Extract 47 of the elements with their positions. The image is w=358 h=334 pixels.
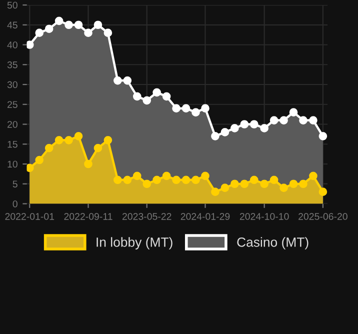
point	[172, 104, 180, 113]
y-tick-label: 5	[12, 180, 18, 188]
point	[94, 20, 102, 30]
point	[123, 76, 132, 85]
point	[64, 20, 73, 30]
point	[299, 116, 308, 124]
point	[104, 28, 112, 37]
y-tick-label: 15	[8, 140, 18, 148]
point	[182, 104, 190, 113]
point	[35, 28, 44, 37]
point	[74, 20, 83, 30]
x-tick-label: 2025-06-20	[298, 213, 348, 220]
point	[26, 40, 34, 49]
point	[201, 104, 210, 113]
point	[114, 76, 122, 85]
point	[54, 16, 64, 26]
legend-label: Casino (MT)	[237, 237, 308, 250]
y-tick-label: 35	[7, 61, 18, 68]
x-tick-label: 2024-01-29	[180, 213, 230, 220]
y-tick-label: 45	[7, 22, 18, 28]
point	[289, 108, 298, 116]
y-tick-label: 40	[7, 41, 18, 48]
point	[250, 120, 258, 128]
legend-label: In lobby (MT)	[96, 237, 172, 250]
x-tick-label: 2022-01-01	[5, 213, 54, 220]
point	[260, 124, 268, 132]
y-tick-label: 0	[12, 200, 18, 208]
point	[240, 120, 249, 128]
y-tick-label: 10	[8, 160, 18, 168]
point	[230, 124, 239, 132]
y-tick-label: 30	[7, 81, 18, 88]
point	[84, 28, 92, 37]
point	[270, 116, 278, 124]
x-tick-label: 2022-09-11	[64, 213, 112, 220]
point	[280, 116, 288, 124]
x-tick-label: 2024-10-10	[240, 213, 289, 220]
y-tick-label: 25	[8, 101, 18, 108]
point	[44, 24, 54, 34]
point	[152, 88, 161, 97]
point	[192, 108, 200, 116]
point	[132, 92, 142, 101]
point	[142, 96, 152, 105]
point	[309, 116, 318, 124]
y-tick-label: 50	[7, 2, 18, 9]
point	[162, 92, 171, 101]
x-tick-label: 2023-05-22	[122, 213, 172, 220]
y-tick-label: 20	[8, 120, 18, 128]
